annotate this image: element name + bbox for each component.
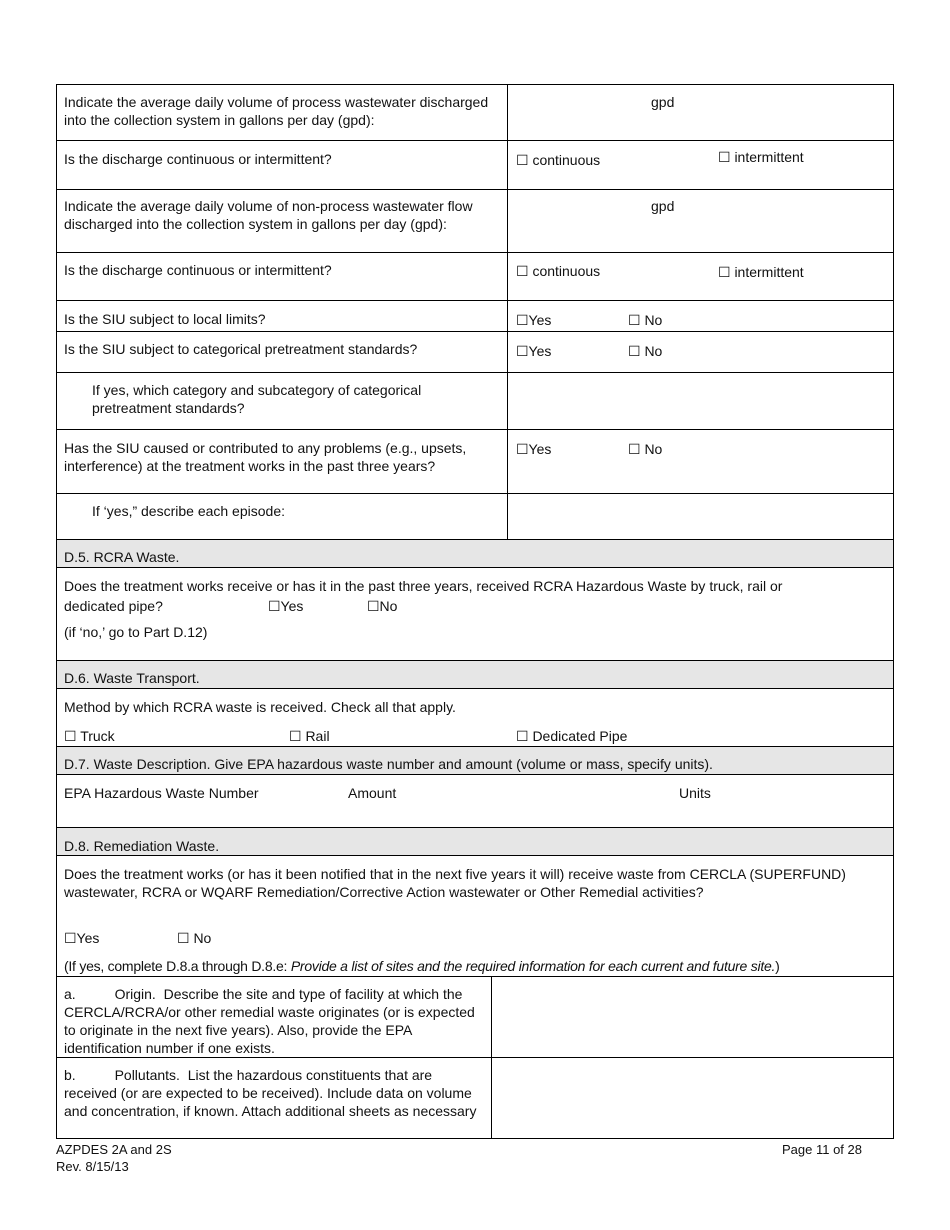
- nonprocess-volume-label: Indicate the average daily volume of non…: [64, 198, 473, 232]
- yes-checkbox[interactable]: ☐Yes: [268, 598, 304, 614]
- nonprocess-discharge-label: Is the discharge continuous or intermitt…: [64, 262, 332, 278]
- process-volume-label: Indicate the average daily volume of pro…: [64, 94, 489, 128]
- footer-form-id: AZPDES 2A and 2S: [56, 1142, 172, 1157]
- footer-page-number: Page 11 of 28: [782, 1142, 862, 1157]
- d6-question: Method by which RCRA waste is received. …: [64, 699, 456, 715]
- d8-title: D.8. Remediation Waste.: [64, 838, 220, 854]
- nonprocess-volume-input[interactable]: [507, 189, 894, 253]
- category-input[interactable]: [507, 372, 894, 430]
- gpd-unit: gpd: [651, 94, 675, 110]
- no-checkbox[interactable]: ☐ No: [628, 312, 663, 328]
- yes-checkbox[interactable]: ☐Yes: [516, 343, 552, 359]
- cell: [507, 429, 894, 494]
- category-which-label: If yes, which category and subcategory o…: [92, 382, 422, 416]
- no-checkbox[interactable]: ☐No: [367, 598, 398, 614]
- d8-note-prefix: (If yes, complete D.8.a through D.8.e:: [64, 958, 291, 974]
- pollutants-input[interactable]: [491, 1057, 894, 1139]
- d5-question: Does the treatment works receive or has …: [64, 578, 783, 594]
- section-header-d8: [56, 827, 894, 856]
- section-header-d6: [56, 660, 894, 689]
- local-limits-label: Is the SIU subject to local limits?: [64, 311, 266, 327]
- episodes-input[interactable]: [507, 493, 894, 540]
- d5-note: (if ‘no,’ go to Part D.12): [64, 624, 208, 640]
- problems-label: Has the SIU caused or contributed to any…: [64, 440, 467, 474]
- intermittent-checkbox[interactable]: ☐ intermittent: [718, 264, 804, 280]
- dedicated-pipe-checkbox[interactable]: ☐ Dedicated Pipe: [516, 728, 628, 744]
- continuous-checkbox[interactable]: ☐ continuous: [516, 152, 601, 168]
- footer-revision: Rev. 8/15/13: [56, 1159, 129, 1174]
- section-header-d5: [56, 539, 894, 568]
- origin-input[interactable]: [491, 976, 894, 1058]
- d6-title: D.6. Waste Transport.: [64, 670, 200, 686]
- cell: [507, 300, 894, 332]
- rail-checkbox[interactable]: ☐ Rail: [289, 728, 330, 744]
- d8-note: (If yes, complete D.8.a through D.8.e: P…: [64, 957, 780, 975]
- cell: [56, 688, 894, 747]
- d8-note-italic: Provide a list of sites and the required…: [290, 958, 776, 974]
- d8-note-suffix: ): [775, 958, 780, 974]
- yes-checkbox[interactable]: ☐Yes: [516, 312, 552, 328]
- no-checkbox[interactable]: ☐ No: [628, 441, 663, 457]
- d5-question-cont: dedicated pipe?: [64, 598, 163, 614]
- origin-label: a. Origin. Describe the site and type of…: [64, 986, 479, 1056]
- col-waste-number: EPA Hazardous Waste Number: [64, 785, 259, 801]
- intermittent-checkbox[interactable]: ☐ intermittent: [718, 149, 804, 165]
- col-amount: Amount: [348, 785, 397, 801]
- episodes-label: If ‘yes,” describe each episode:: [92, 503, 285, 519]
- gpd-unit: gpd: [651, 198, 675, 214]
- process-discharge-label: Is the discharge continuous or intermitt…: [64, 151, 332, 167]
- no-checkbox[interactable]: ☐ No: [177, 930, 212, 946]
- d5-title: D.5. RCRA Waste.: [64, 549, 180, 565]
- continuous-checkbox[interactable]: ☐ continuous: [516, 263, 601, 279]
- yes-checkbox[interactable]: ☐Yes: [516, 441, 552, 457]
- no-checkbox[interactable]: ☐ No: [628, 343, 663, 359]
- col-units: Units: [679, 785, 711, 801]
- categorical-label: Is the SIU subject to categorical pretre…: [64, 341, 418, 357]
- d8-question: Does the treatment works (or has it been…: [64, 866, 846, 900]
- truck-checkbox[interactable]: ☐ Truck: [64, 728, 115, 744]
- cell: [507, 331, 894, 373]
- pollutants-label: b. Pollutants. List the hazardous consti…: [64, 1067, 477, 1119]
- d7-title: D.7. Waste Description. Give EPA hazardo…: [64, 756, 713, 772]
- yes-checkbox[interactable]: ☐Yes: [64, 930, 100, 946]
- process-volume-input[interactable]: [507, 84, 894, 141]
